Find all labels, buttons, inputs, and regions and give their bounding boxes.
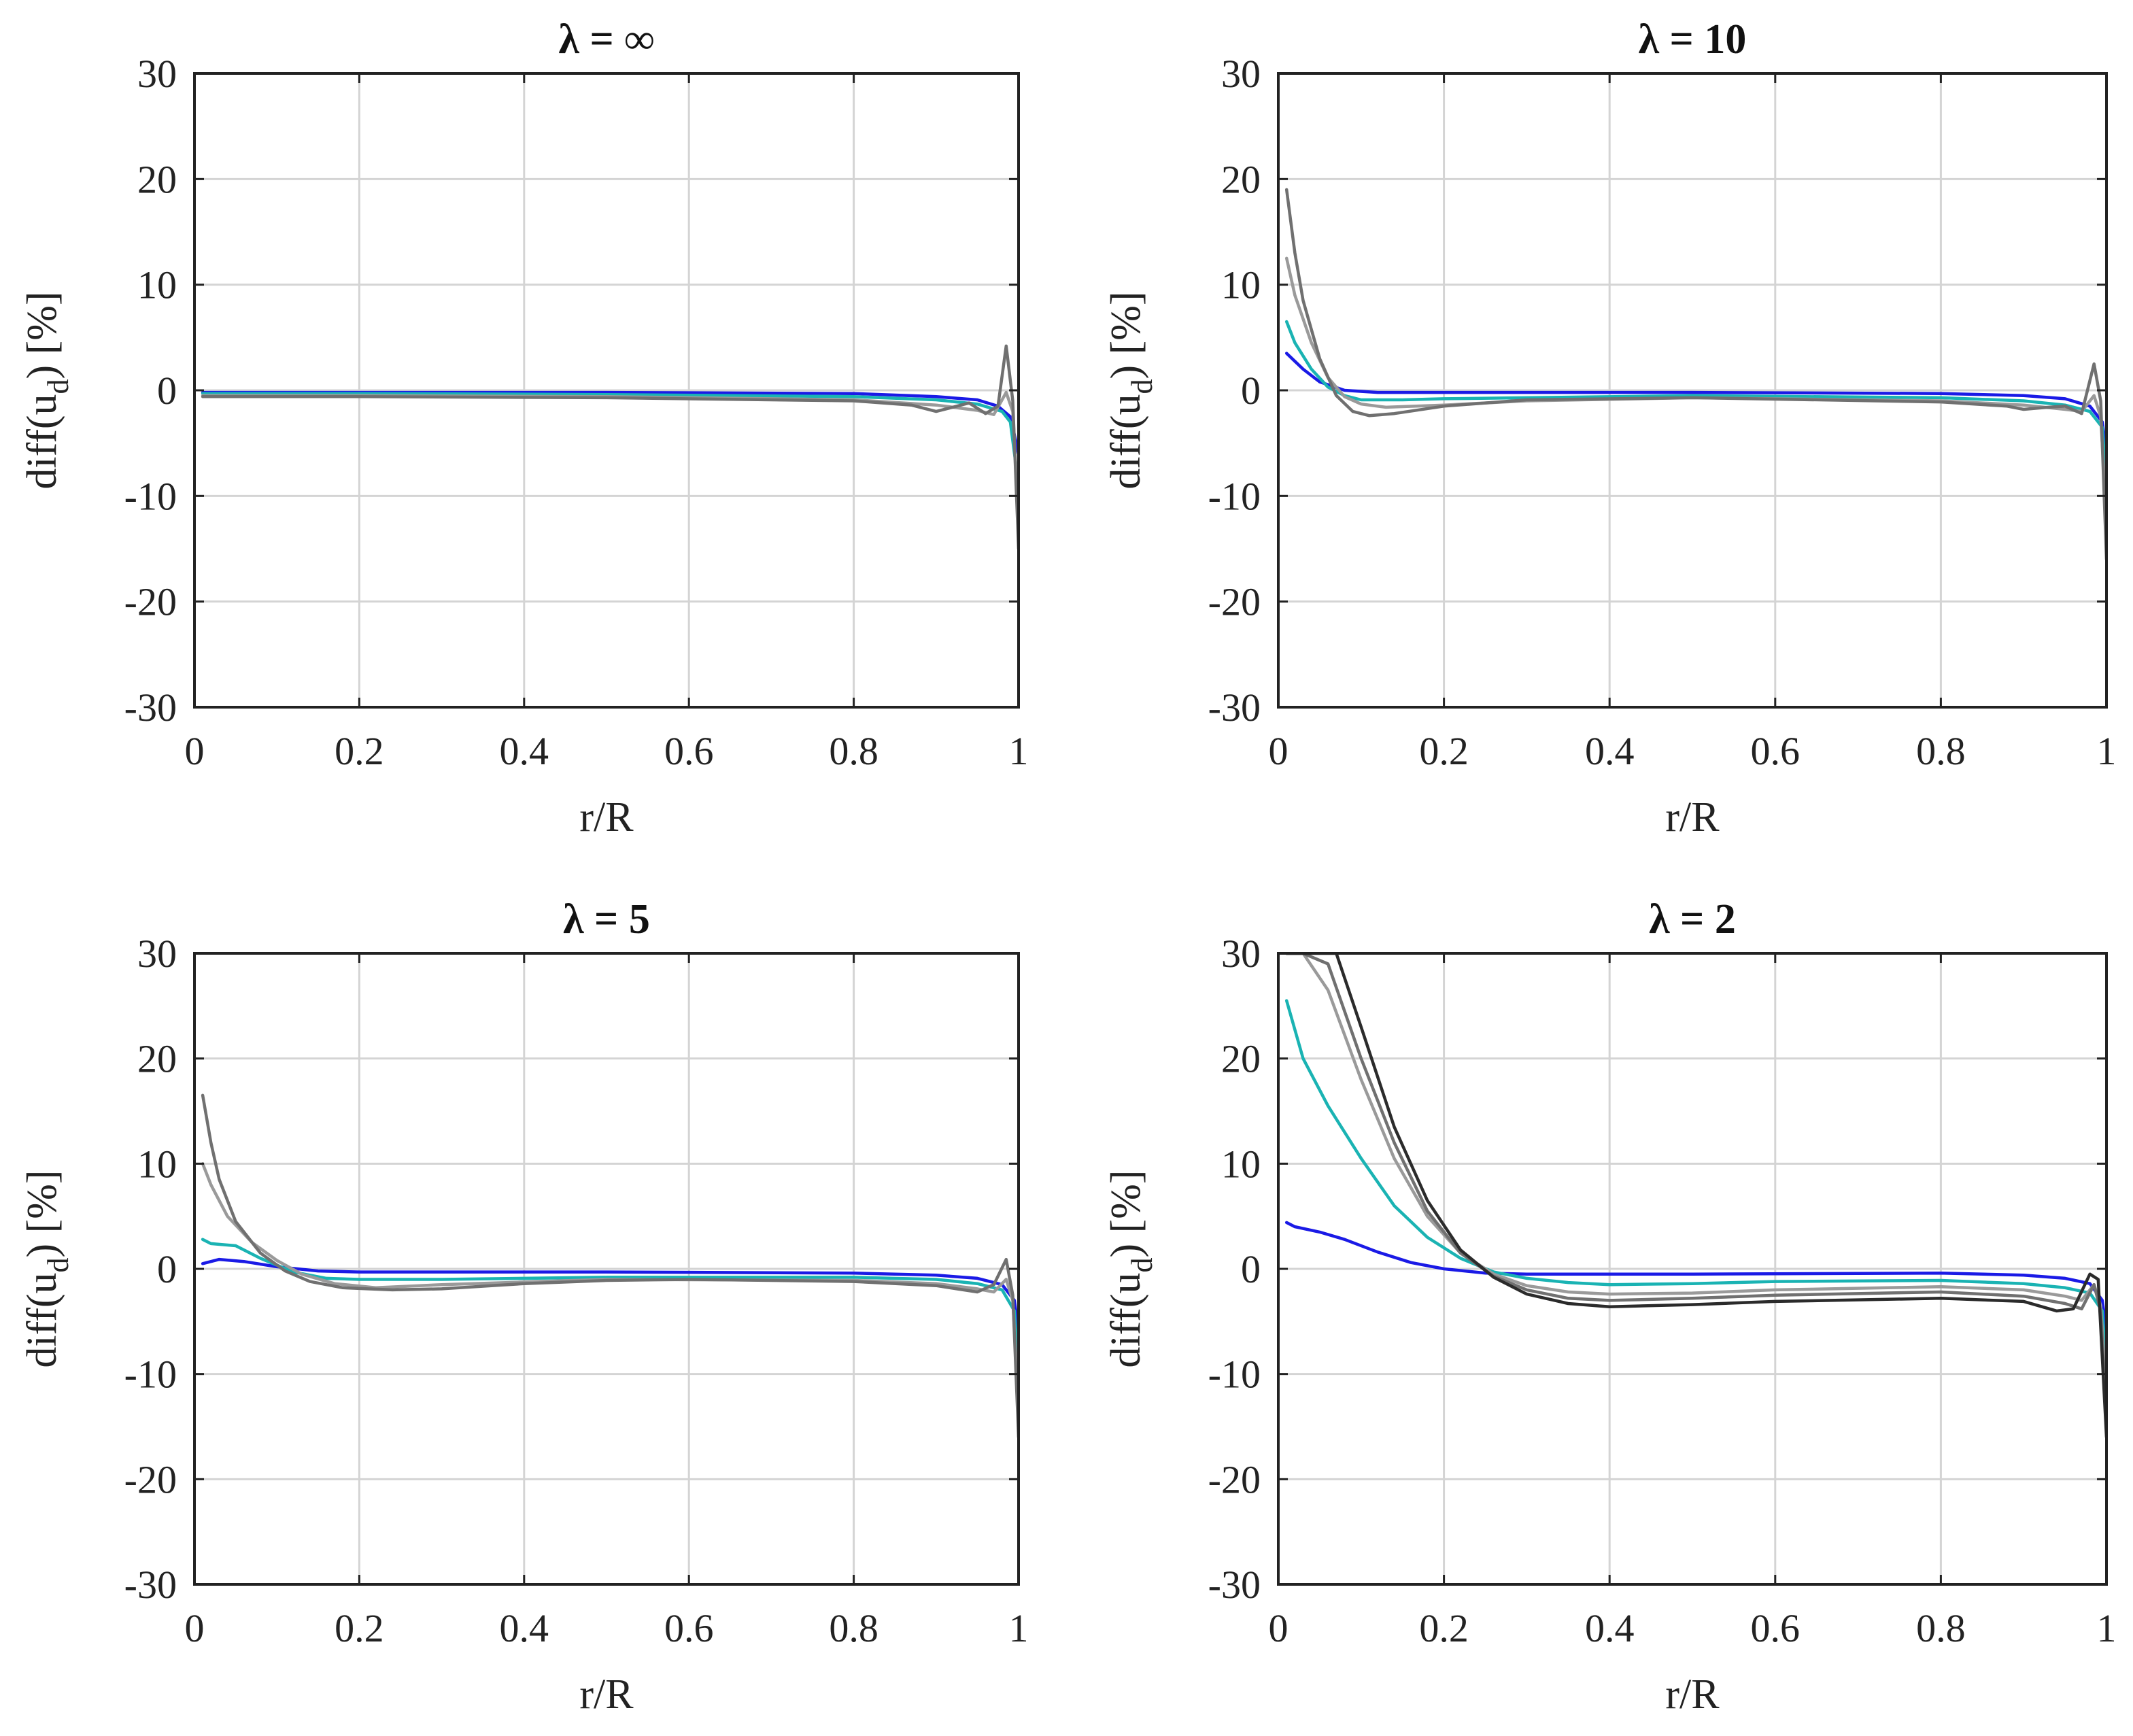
- series-group: [201, 344, 1019, 551]
- y-tick-label: 30: [137, 52, 177, 96]
- y-tick-label: -30: [1208, 685, 1261, 730]
- series-line-teal: [201, 392, 1019, 488]
- chart-panel-lambda-10: 0 0.2 0.4 0.6 0.8 1 -30 -20 -10 0 10 20 30 λ = 10 r/R d…: [1103, 16, 2117, 840]
- y-tick-label: 20: [1221, 157, 1261, 201]
- y-tick-label: 10: [1221, 1142, 1261, 1186]
- x-tick-label: 0.4: [500, 1606, 549, 1650]
- y-axis-label-unit: ) [%]: [1103, 291, 1149, 379]
- y-axis-label: diff(ud) [%]: [19, 291, 75, 489]
- x-tick-label: 0: [1269, 729, 1289, 773]
- y-tick-label: 0: [1241, 369, 1261, 413]
- panel-title: λ = 5: [563, 896, 650, 942]
- y-tick-label: 0: [1241, 1247, 1261, 1291]
- y-tick-label: 10: [137, 263, 177, 307]
- x-tick-label: 0.4: [500, 729, 549, 773]
- x-tick-label: 0: [185, 729, 205, 773]
- series-line-mid-gray: [201, 344, 1019, 551]
- chart-panel-lambda-2: 0 0.2 0.4 0.6 0.8 1 -30 -20 -10 0 10 20 30 λ = 2 r/R di…: [1103, 896, 2117, 1718]
- y-axis-label: diff(ud) [%]: [19, 1170, 75, 1367]
- y-axis-label-main: diff(u: [19, 1273, 65, 1368]
- y-axis-label: diff(ud) [%]: [1103, 1170, 1159, 1367]
- x-axis-label: r/R: [1665, 794, 1720, 840]
- x-tick-label: 0.6: [1751, 729, 1801, 773]
- series-line-mid-gray: [1284, 953, 2106, 1418]
- x-tick-label: 0.6: [664, 729, 714, 773]
- y-tick-label: -10: [124, 474, 177, 518]
- y-tick-label: 30: [137, 932, 177, 976]
- y-axis-label-subscript: d: [1125, 1258, 1159, 1273]
- x-tick-label: 0.6: [664, 1606, 714, 1650]
- x-tick-label: 0.2: [1419, 1606, 1469, 1650]
- y-tick-label: -30: [124, 1563, 177, 1607]
- series-line-mid-gray: [201, 1093, 1019, 1439]
- x-tick-label: 0.8: [829, 729, 878, 773]
- y-tick-label: 20: [1221, 1037, 1261, 1081]
- y-tick-label: 20: [137, 157, 177, 201]
- x-tick-label: 1: [2097, 729, 2117, 773]
- x-tick-label: 0.8: [1916, 1606, 1966, 1650]
- x-tick-label: 0.2: [335, 729, 384, 773]
- x-tick-label: 0.4: [1585, 1606, 1635, 1650]
- y-tick-label: -20: [124, 1457, 177, 1501]
- y-axis-label-main: diff(u: [1103, 394, 1149, 490]
- y-tick-label: -10: [124, 1352, 177, 1397]
- x-tick-label: 0.8: [829, 1606, 878, 1650]
- y-axis-label-unit: ) [%]: [19, 291, 65, 379]
- y-tick-label: 0: [157, 369, 177, 413]
- y-axis-label: diff(ud) [%]: [1103, 291, 1159, 489]
- series-group: [201, 1093, 1019, 1439]
- x-tick-label: 0.8: [1916, 729, 1966, 773]
- x-tick-label: 0.2: [335, 1606, 384, 1650]
- y-tick-label: 30: [1221, 52, 1261, 96]
- x-tick-label: 0.4: [1585, 729, 1635, 773]
- y-axis-label-unit: ) [%]: [19, 1170, 65, 1257]
- x-tick-label: 0.2: [1419, 729, 1469, 773]
- x-tick-label: 0: [185, 1606, 205, 1650]
- y-axis-label-main: diff(u: [19, 394, 65, 490]
- y-tick-label: -30: [124, 685, 177, 730]
- y-tick-label: -30: [1208, 1563, 1261, 1607]
- y-axis-label-subscript: d: [41, 1258, 75, 1273]
- series-line-dark-gray: [1284, 953, 2106, 1439]
- y-tick-label: 10: [1221, 263, 1261, 307]
- chart-panel-lambda-inf: 0 0.2 0.4 0.6 0.8 1 -30 -20 -10 0 10 20 30 λ = ∞ r/R di…: [19, 16, 1029, 840]
- x-axis-label: r/R: [1665, 1671, 1720, 1718]
- y-tick-label: -20: [124, 580, 177, 624]
- series-group: [1284, 953, 2106, 1439]
- series-line-mid-gray: [1284, 188, 2106, 561]
- x-axis-label: r/R: [579, 794, 634, 840]
- panel-title: λ = 10: [1639, 16, 1747, 63]
- y-tick-label: 0: [157, 1247, 177, 1291]
- y-axis-label-subscript: d: [41, 379, 75, 394]
- series-group: [1284, 188, 2106, 561]
- x-tick-label: 1: [1009, 729, 1029, 773]
- y-tick-label: 30: [1221, 932, 1261, 976]
- y-tick-label: -20: [1208, 1457, 1261, 1501]
- y-axis-label-main: diff(u: [1103, 1273, 1149, 1368]
- x-tick-label: 1: [2097, 1606, 2117, 1650]
- chart-panel-lambda-5: 0 0.2 0.4 0.6 0.8 1 -30 -20 -10 0 10 20 30 λ = 5 r/R di…: [19, 896, 1029, 1718]
- y-tick-label: 10: [137, 1142, 177, 1186]
- panel-title: λ = 2: [1649, 896, 1736, 942]
- series-line-teal: [201, 1238, 1019, 1376]
- y-tick-label: -10: [1208, 474, 1261, 518]
- x-tick-label: 0.6: [1751, 1606, 1801, 1650]
- y-tick-label: -20: [1208, 580, 1261, 624]
- series-line-blue: [1284, 352, 2106, 456]
- series-line-teal: [1284, 999, 2106, 1376]
- x-axis-label: r/R: [579, 1671, 634, 1718]
- y-tick-label: -10: [1208, 1352, 1261, 1397]
- x-tick-label: 0: [1269, 1606, 1289, 1650]
- y-axis-label-unit: ) [%]: [1103, 1170, 1149, 1257]
- y-axis-label-subscript: d: [1125, 379, 1159, 394]
- panel-title: λ = ∞: [559, 16, 655, 63]
- y-tick-label: 20: [137, 1037, 177, 1081]
- x-tick-label: 1: [1009, 1606, 1029, 1650]
